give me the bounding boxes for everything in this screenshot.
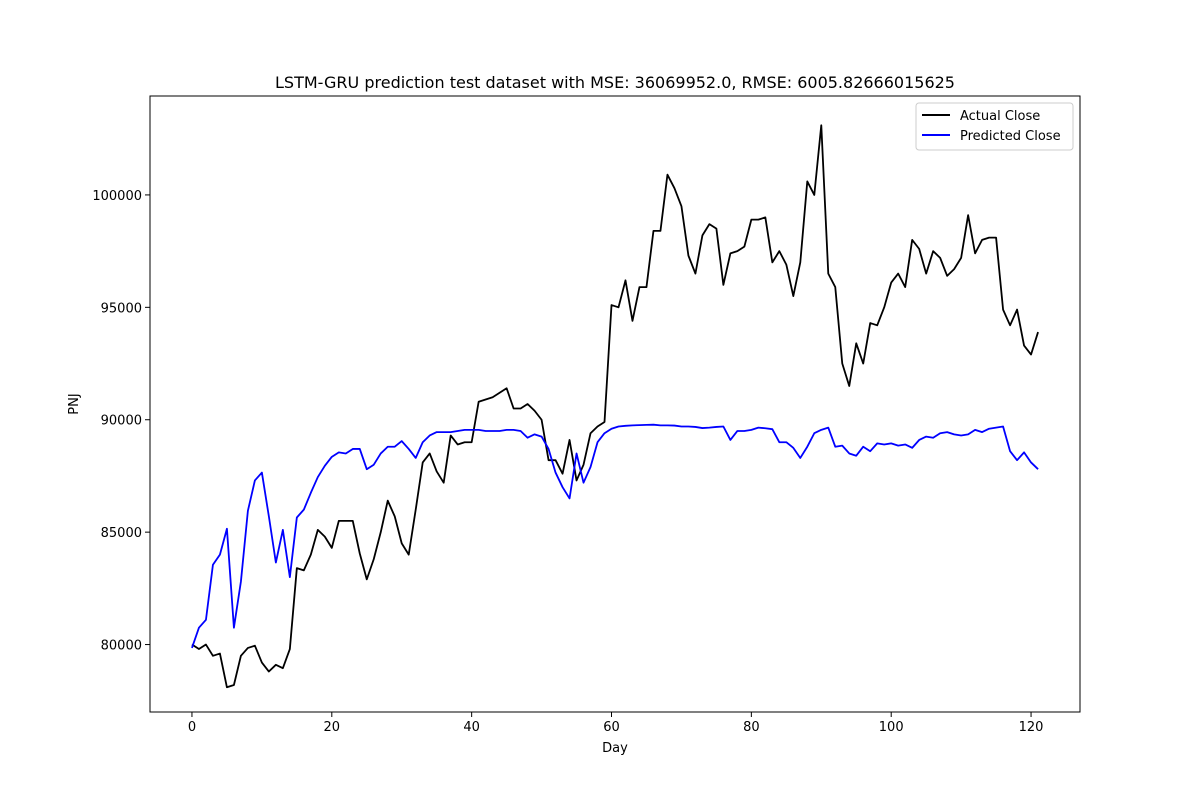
y-tick-label: 95000 [101,301,142,316]
plot-area [149,95,1081,713]
y-tick-label: 80000 [101,639,142,654]
x-tick-label: 60 [603,720,620,735]
x-tick-label: 80 [743,720,760,735]
y-axis-label: PNJ [67,393,82,414]
legend-label-predicted-close: Predicted Close [960,129,1061,144]
x-tick-label: 100 [879,720,904,735]
x-tick-label: 20 [324,720,341,735]
chart-title: LSTM-GRU prediction test dataset with MS… [275,73,955,92]
plot-frame [149,95,1081,713]
series-line-actual-close [191,124,1039,689]
x-tick-label: 120 [1019,720,1044,735]
y-axis: 80000 85000 90000 95000 100000 [92,189,150,654]
y-tick-label: 100000 [92,189,142,204]
x-tick-label: 0 [188,720,196,735]
x-axis: 0 20 40 60 80 100 120 [188,712,1044,735]
series-line-predicted-close [191,423,1039,649]
legend-box [915,102,1074,151]
y-tick-label: 90000 [101,414,142,429]
x-axis-label: Day [602,741,628,756]
legend-label-actual-close: Actual Close [960,109,1040,124]
y-tick-label: 85000 [101,526,142,541]
legend: Actual Close Predicted Close [915,102,1074,151]
x-tick-label: 40 [463,720,480,735]
legend-entries: Actual Close Predicted Close [922,109,1061,144]
series-layer [191,124,1039,689]
